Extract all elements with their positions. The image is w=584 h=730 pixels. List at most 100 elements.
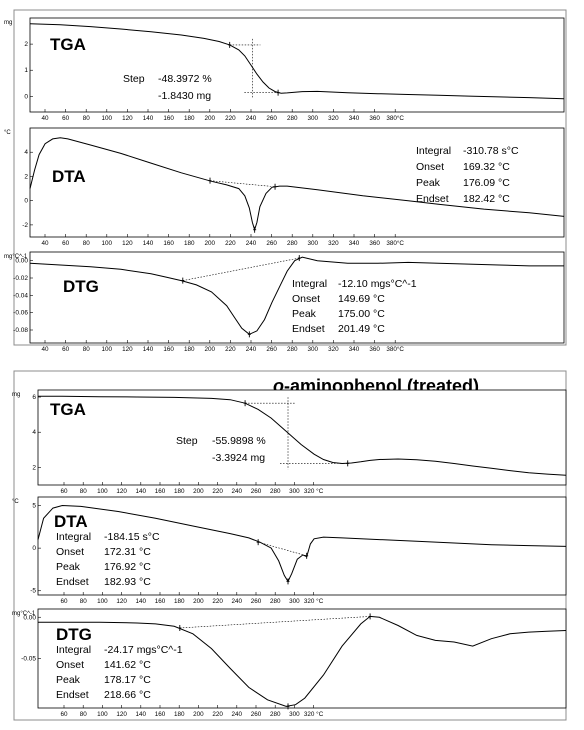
panel-dta: °C 4 2 0 -2 40 60 80 100 120 140 160 180 200 220 240 260… bbox=[4, 127, 565, 247]
x-tick-label: 280 bbox=[270, 488, 281, 495]
x-tick-label: 300 bbox=[289, 711, 300, 718]
x-tick-label: 40 bbox=[41, 115, 49, 122]
x-tick-label: 240 bbox=[232, 711, 243, 718]
x-tick-label: 140 bbox=[136, 598, 147, 605]
panel-frame bbox=[37, 608, 567, 709]
x-tick-label: 320 °C bbox=[304, 710, 324, 718]
y-tick-label: 2 bbox=[24, 41, 28, 48]
annotation-label: Step bbox=[123, 73, 145, 85]
annotation-value: 169.32 °C bbox=[463, 161, 510, 173]
x-tick-label: 80 bbox=[80, 711, 88, 718]
annotation-value: 149.69 °C bbox=[338, 293, 385, 305]
x-tick-label: 120 bbox=[116, 598, 127, 605]
x-tick-label: 320 °C bbox=[304, 487, 324, 495]
annotation-value: 172.31 °C bbox=[104, 546, 151, 558]
annotation-value: 176.09 °C bbox=[463, 177, 510, 189]
y-tick-label: 0 bbox=[32, 545, 36, 552]
baseline-line bbox=[209, 180, 276, 188]
x-tick-label: 240 bbox=[232, 598, 243, 605]
x-tick-label: 120 bbox=[116, 711, 127, 718]
x-tick-label: 60 bbox=[62, 346, 70, 353]
x-tick-label: 60 bbox=[62, 115, 70, 122]
x-tick-label: 180 bbox=[174, 598, 185, 605]
y-tick-label: 6 bbox=[32, 394, 36, 401]
x-tick-label: 300 bbox=[308, 240, 319, 247]
annotation-label: Peak bbox=[56, 674, 81, 686]
x-tick-label: 140 bbox=[136, 488, 147, 495]
x-tick-label: 340 bbox=[349, 240, 360, 247]
annotation-label: Onset bbox=[292, 293, 320, 305]
x-tick-label: 220 bbox=[225, 115, 236, 122]
annotation-label: Step bbox=[176, 435, 198, 447]
x-tick-label: 80 bbox=[80, 598, 88, 605]
x-tick-label: 380°C bbox=[386, 114, 404, 122]
y-tick-label: 4 bbox=[24, 149, 28, 156]
panel-label: TGA bbox=[50, 400, 86, 419]
panel-label: DTA bbox=[54, 512, 88, 531]
x-tick-label: 280 bbox=[270, 711, 281, 718]
x-tick-label: 80 bbox=[83, 240, 91, 247]
y-unit-label: mg°C^-1 bbox=[4, 254, 28, 260]
x-tick-label: 180 bbox=[174, 488, 185, 495]
x-tick-label: 240 bbox=[232, 488, 243, 495]
x-tick-label: 360 bbox=[369, 115, 380, 122]
x-tick-label: 180 bbox=[184, 346, 195, 353]
annotation-value: 178.17 °C bbox=[104, 674, 151, 686]
x-tick-label: 240 bbox=[246, 115, 257, 122]
annotation-value: 182.42 °C bbox=[463, 193, 510, 205]
x-tick-label: 300 bbox=[308, 115, 319, 122]
annotation-label: Peak bbox=[416, 177, 441, 189]
x-tick-label: 300 bbox=[289, 488, 300, 495]
panel-label: DTG bbox=[63, 277, 99, 296]
x-tick-label: 120 bbox=[122, 115, 133, 122]
x-tick-label: 160 bbox=[155, 488, 166, 495]
y-tick-label: -0.05 bbox=[21, 656, 36, 663]
chart-1: o-aminophenol (control)mg210406080100120… bbox=[4, 9, 567, 353]
annotation-label: Endset bbox=[292, 323, 325, 335]
x-tick-label: 280 bbox=[270, 598, 281, 605]
y-tick-label: -2 bbox=[22, 222, 28, 229]
x-tick-label: 100 bbox=[97, 598, 108, 605]
x-tick-label: 100 bbox=[97, 488, 108, 495]
y-tick-label: 2 bbox=[24, 173, 28, 180]
x-tick-label: 380°C bbox=[386, 345, 404, 353]
y-tick-label: -0.08 bbox=[13, 327, 28, 334]
x-tick-label: 200 bbox=[205, 115, 216, 122]
x-tick-label: 80 bbox=[80, 488, 88, 495]
x-tick-label: 220 bbox=[225, 240, 236, 247]
x-tick-label: 140 bbox=[143, 115, 154, 122]
x-tick-label: 320 °C bbox=[304, 597, 324, 605]
x-tick-label: 320 bbox=[328, 240, 339, 247]
x-tick-label: 160 bbox=[163, 115, 174, 122]
panel-dtg: mg°C^-10.00 -0.02 -0.04 -0.06 -0.08 40 60 80 100… bbox=[4, 251, 565, 353]
x-tick-label: 200 bbox=[205, 346, 216, 353]
x-tick-label: 260 bbox=[266, 115, 277, 122]
panel-frame bbox=[29, 127, 565, 238]
x-tick-label: 160 bbox=[163, 346, 174, 353]
x-tick-label: 220 bbox=[225, 346, 236, 353]
y-tick-label: -0.04 bbox=[13, 292, 28, 299]
annotation-value: 218.66 °C bbox=[104, 689, 151, 701]
panel-dta: °C 5 0 -5 60 80 100 120 140 160 180 200 220 240 260 280… bbox=[12, 496, 567, 605]
annotation-value: 182.93 °C bbox=[104, 576, 151, 588]
annotation-label: Peak bbox=[56, 561, 81, 573]
y-tick-label: -0.02 bbox=[13, 275, 28, 282]
x-tick-label: 200 bbox=[193, 488, 204, 495]
y-unit-label: mg bbox=[12, 392, 20, 398]
y-tick-label: 0.00 bbox=[23, 614, 36, 621]
x-tick-label: 160 bbox=[155, 711, 166, 718]
y-tick-label: 1 bbox=[24, 67, 28, 74]
annotation-label: Onset bbox=[56, 659, 84, 671]
annotation-label: Endset bbox=[56, 689, 89, 701]
y-unit-label: °C bbox=[4, 130, 11, 136]
panel-frame bbox=[37, 389, 567, 486]
x-tick-label: 160 bbox=[155, 598, 166, 605]
y-tick-label: 4 bbox=[32, 429, 36, 436]
x-tick-label: 100 bbox=[102, 346, 113, 353]
baseline-line bbox=[258, 541, 307, 557]
annotation-value: -184.15 s°C bbox=[104, 531, 160, 543]
x-tick-label: 240 bbox=[246, 346, 257, 353]
series-curve bbox=[37, 395, 567, 476]
series-curve bbox=[38, 615, 567, 707]
x-tick-label: 260 bbox=[251, 488, 262, 495]
